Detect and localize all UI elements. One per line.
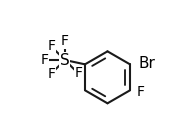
- Text: F: F: [47, 39, 55, 53]
- Text: Br: Br: [138, 56, 155, 71]
- Text: F: F: [47, 67, 55, 81]
- Text: F: F: [137, 85, 145, 99]
- Text: S: S: [60, 52, 70, 67]
- Text: F: F: [61, 34, 69, 48]
- Text: F: F: [40, 53, 48, 67]
- Text: F: F: [74, 66, 83, 80]
